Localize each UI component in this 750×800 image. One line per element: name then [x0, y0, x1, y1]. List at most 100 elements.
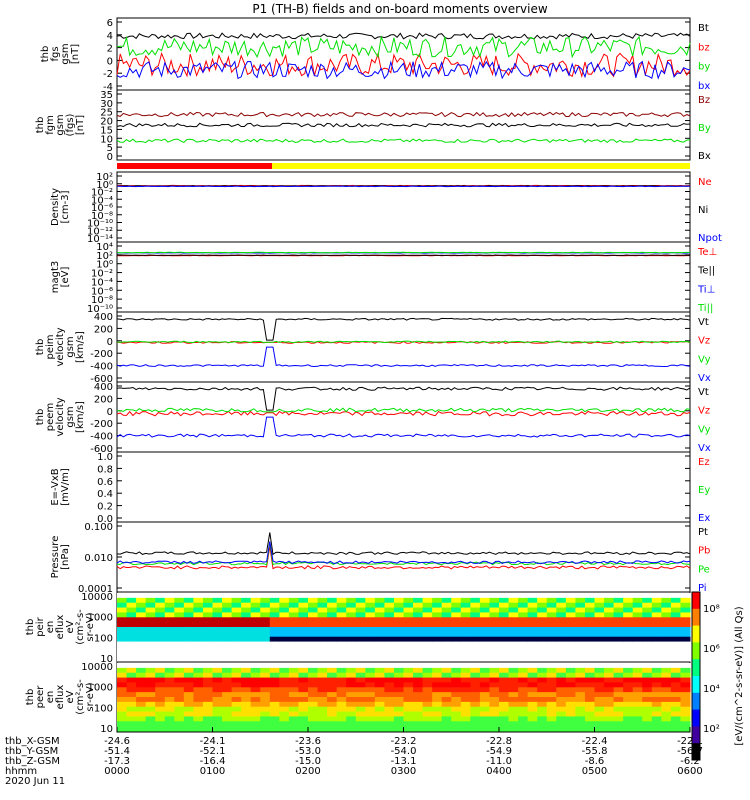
heatmap-cell: [136, 716, 147, 722]
y-tick-label: 0: [107, 407, 113, 418]
heatmap-cell: [479, 677, 490, 683]
heatmap-cell: [613, 682, 624, 688]
heatmap-cell: [384, 663, 395, 669]
legend-entry: Te⊥: [697, 247, 717, 258]
heatmap-cell: [604, 617, 615, 623]
heatmap-cell: [222, 597, 233, 604]
heatmap-cell: [241, 726, 252, 732]
heatmap-cell: [527, 646, 538, 652]
heatmap-cell: [355, 641, 366, 647]
heatmap-cell: [250, 716, 261, 722]
heatmap-cell: [164, 682, 175, 688]
heatmap-cell: [212, 663, 223, 669]
heatmap-cell: [336, 602, 347, 609]
heatmap-cell: [183, 672, 194, 679]
heatmap-cell: [546, 651, 557, 657]
heatmap-cell: [136, 636, 147, 643]
y-tick-label: -2: [103, 69, 113, 80]
heatmap-cell: [241, 631, 252, 638]
heatmap-cell: [479, 617, 490, 623]
heatmap-cell: [117, 667, 128, 674]
heatmap-cell: [489, 636, 500, 643]
heatmap-cell: [460, 602, 471, 609]
heatmap-cell: [346, 617, 357, 623]
heatmap-cell: [460, 622, 471, 628]
heatmap-cell: [613, 631, 624, 638]
heatmap-cell: [499, 711, 510, 717]
heatmap-cell: [327, 697, 338, 703]
heatmap-cell: [604, 682, 615, 688]
heatmap-cell: [584, 726, 595, 732]
heatmap-cell: [613, 697, 624, 703]
heatmap-cell: [212, 612, 223, 618]
legend-entry: Pi: [698, 583, 707, 594]
heatmap-cell: [565, 602, 576, 609]
heatmap-cell: [584, 602, 595, 609]
heatmap-cell: [527, 622, 538, 628]
heatmap-cell: [413, 651, 424, 657]
heatmap-cell: [136, 597, 147, 604]
heatmap-cell: [594, 701, 605, 708]
heatmap-cell: [327, 593, 338, 599]
heatmap-cell: [489, 593, 500, 599]
heatmap-cell: [479, 706, 490, 713]
heatmap-cell: [355, 677, 366, 683]
heatmap-cell: [651, 602, 662, 609]
heatmap-cell: [489, 663, 500, 669]
colorbar-tick-label: 10⁴: [703, 684, 720, 695]
heatmap-cell: [441, 667, 452, 674]
heatmap-cell: [288, 677, 299, 683]
heatmap-cell: [451, 697, 462, 703]
heatmap-cell: [365, 602, 376, 609]
heatmap-cell: [604, 631, 615, 638]
heatmap-cell: [193, 617, 204, 623]
heatmap-cell: [518, 677, 529, 683]
heatmap-cell: [441, 612, 452, 618]
heatmap-cell: [384, 711, 395, 717]
heatmap-cell: [308, 687, 319, 693]
heatmap-cell: [556, 692, 567, 698]
heatmap-cell: [298, 682, 309, 688]
heatmap-cell: [642, 656, 653, 662]
heatmap-cell: [613, 721, 624, 727]
heatmap-cell: [451, 687, 462, 693]
y-tick-label: 0: [107, 337, 113, 348]
heatmap-cell: [479, 641, 490, 647]
heatmap-cell: [489, 651, 500, 657]
heatmap-cell: [298, 721, 309, 727]
heatmap-cell: [155, 656, 166, 662]
heatmap-cell: [145, 602, 156, 609]
heatmap-cell: [623, 672, 634, 679]
heatmap-cell: [413, 716, 424, 722]
y-axis-label-line: thb: [35, 409, 46, 426]
heatmap-cell: [346, 672, 357, 679]
heatmap-cell: [651, 597, 662, 604]
heatmap-cell: [288, 612, 299, 618]
series-line: [116, 542, 691, 566]
heatmap-cell: [145, 706, 156, 713]
heatmap-cell: [279, 682, 290, 688]
heatmap-cell: [479, 612, 490, 618]
heatmap-cell: [336, 716, 347, 722]
heatmap-cell: [680, 593, 691, 599]
heatmap-cell: [508, 656, 519, 662]
heatmap-cell: [537, 593, 548, 599]
heatmap-cell: [508, 706, 519, 713]
heatmap-cell: [250, 656, 261, 662]
heatmap-cell: [384, 716, 395, 722]
heatmap-cell: [241, 672, 252, 679]
heatmap-cell: [336, 682, 347, 688]
heatmap-cell: [374, 646, 385, 652]
heatmap-cell: [136, 726, 147, 732]
heatmap-cell: [489, 627, 500, 633]
heatmap-cell: [508, 597, 519, 604]
heatmap-cell: [212, 706, 223, 713]
heatmap-cell: [451, 656, 462, 662]
heatmap-cell: [527, 631, 538, 638]
heatmap-cell: [527, 667, 538, 674]
heatmap-cell: [117, 607, 128, 613]
heatmap-cell: [613, 672, 624, 679]
heatmap-cell: [460, 711, 471, 717]
panel-frame: [116, 89, 691, 161]
heatmap-cell: [441, 622, 452, 628]
